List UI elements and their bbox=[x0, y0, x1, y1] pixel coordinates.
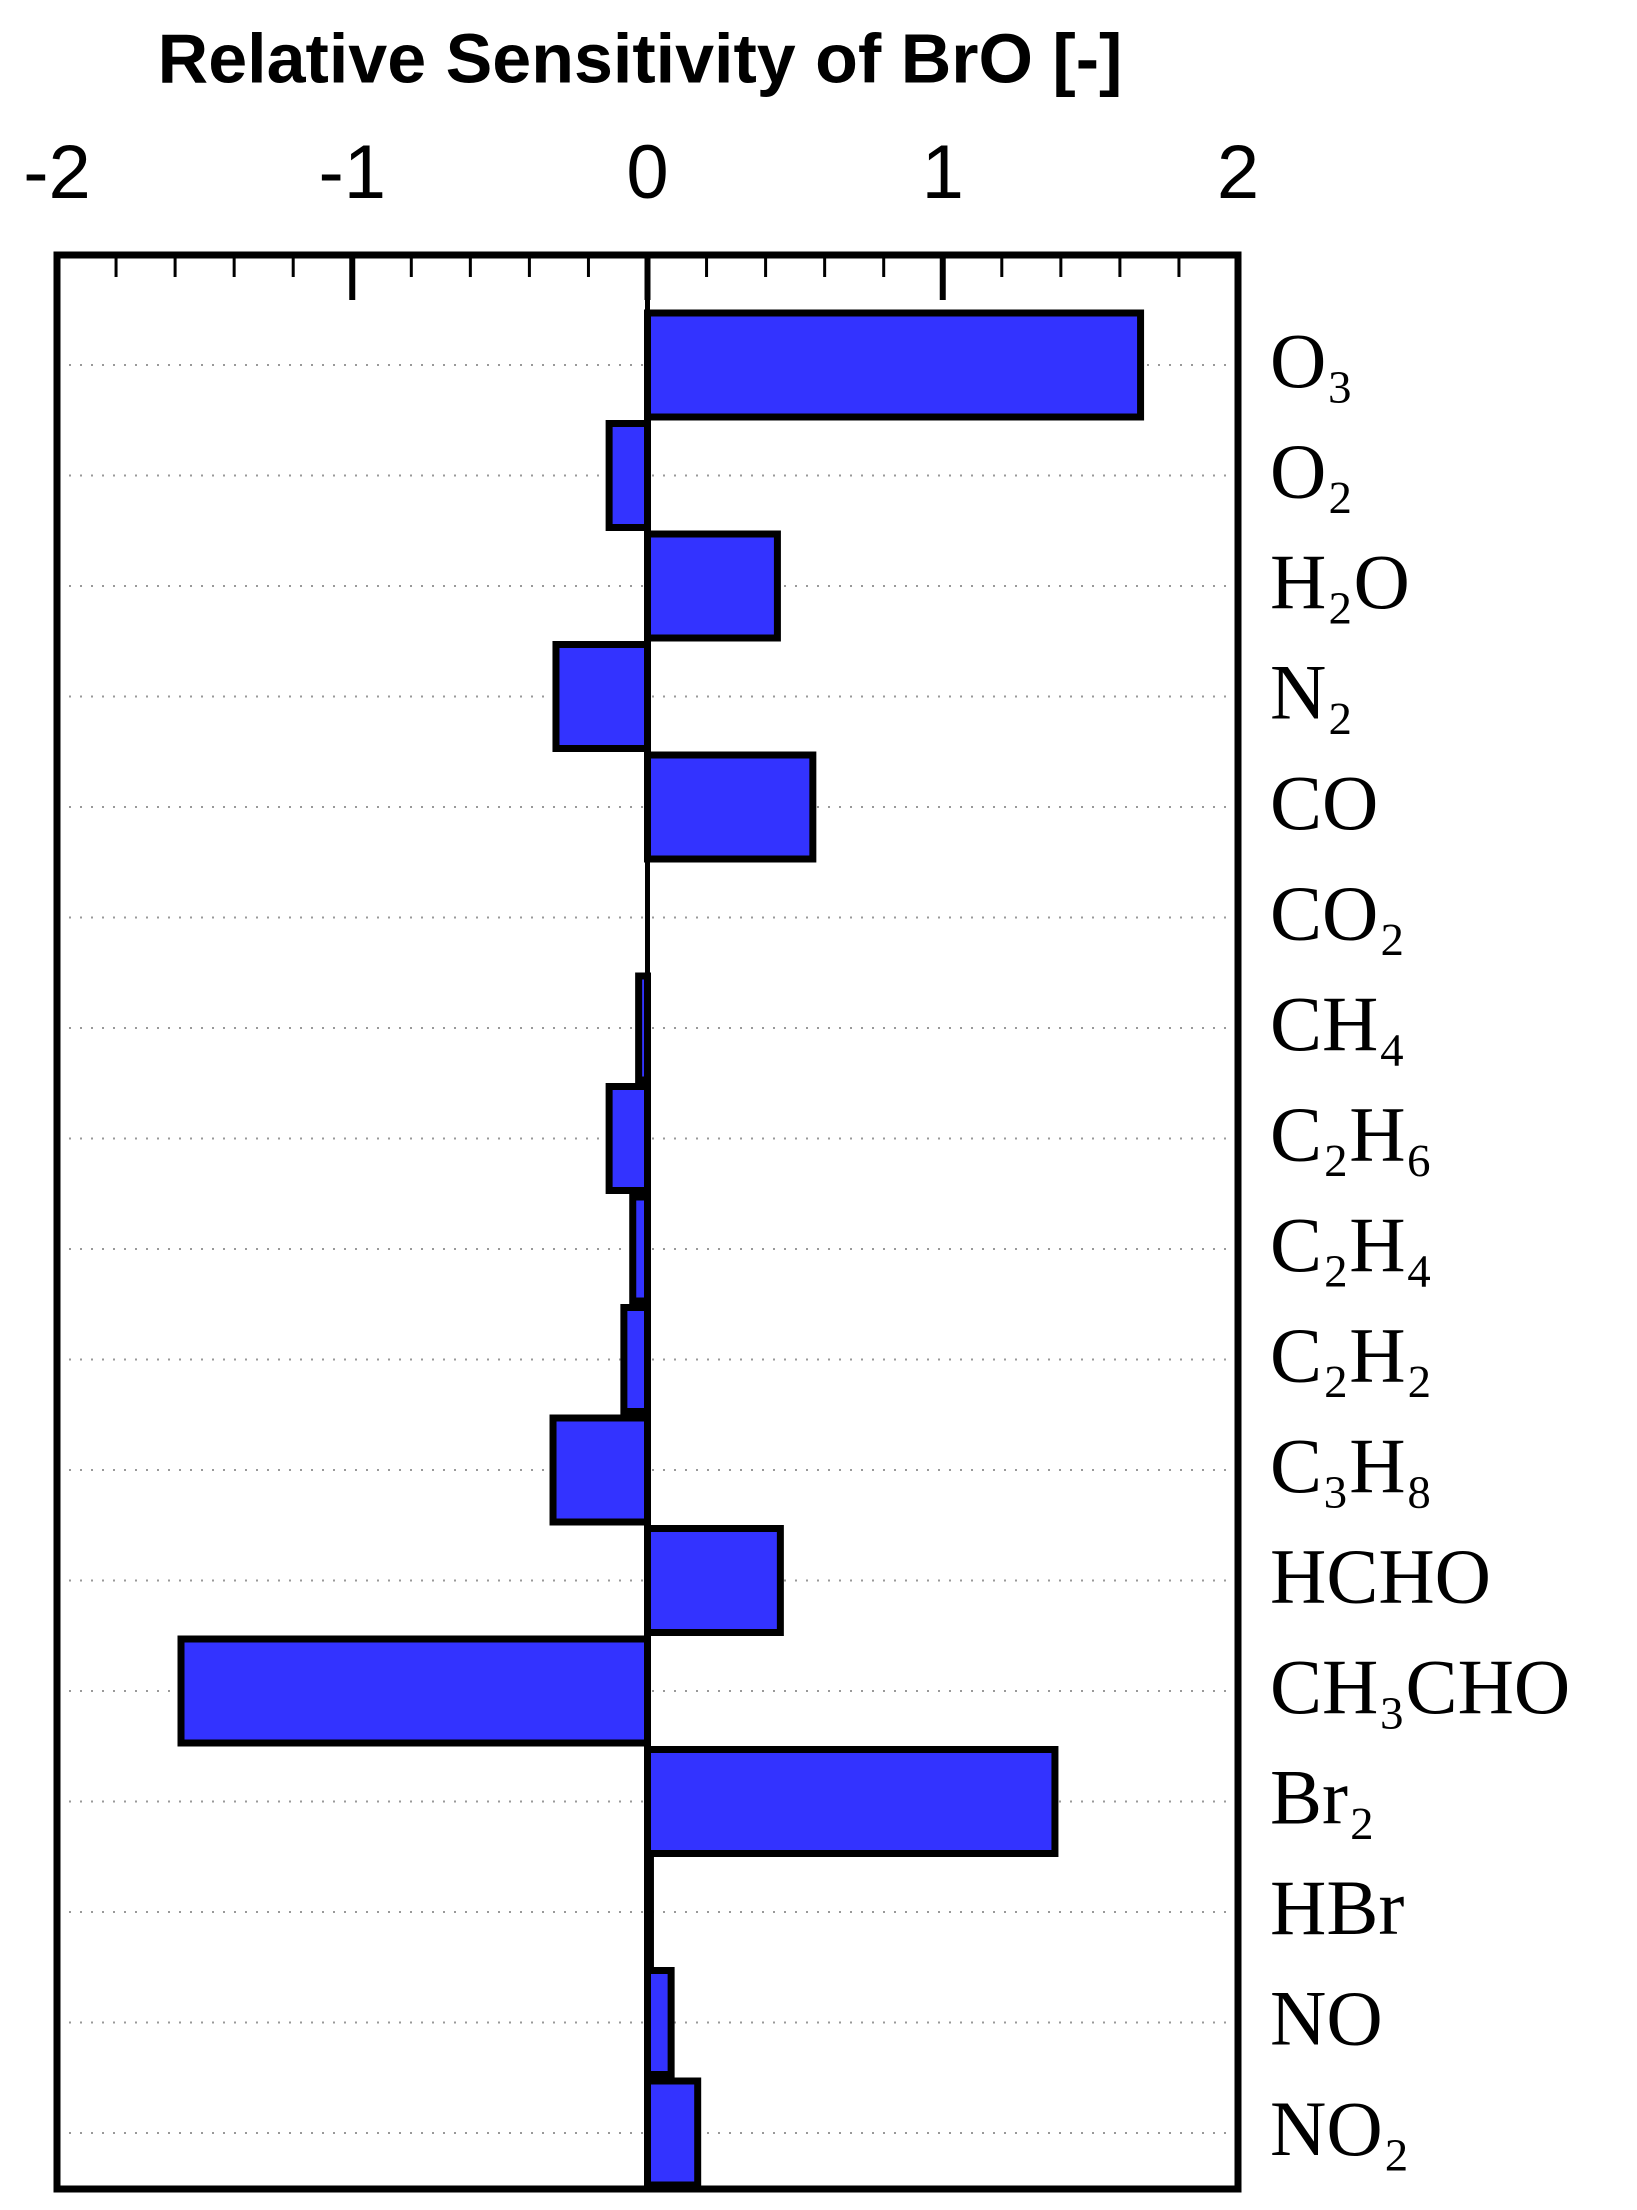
y-tick-label: H₂O bbox=[1270, 538, 1410, 625]
y-tick-label: C₂H₆ bbox=[1270, 1090, 1433, 1177]
y-tick-label: CH₄ bbox=[1270, 980, 1406, 1067]
x-tick-label: 2 bbox=[1217, 130, 1259, 215]
bar bbox=[644, 1746, 1059, 1857]
y-tick-label: CO bbox=[1270, 759, 1378, 846]
y-tick-label: NO₂ bbox=[1270, 2085, 1410, 2172]
bar bbox=[644, 751, 817, 863]
y-tick-label: O₂ bbox=[1270, 427, 1354, 514]
bar bbox=[644, 1967, 675, 2078]
y-tick-label: C₃H₈ bbox=[1270, 1422, 1433, 1509]
x-tick-label: 0 bbox=[626, 130, 668, 215]
y-tick-label: CO₂ bbox=[1270, 869, 1406, 956]
bar bbox=[552, 641, 651, 752]
x-tick-label: -1 bbox=[318, 130, 386, 215]
y-tick-label: HCHO bbox=[1270, 1532, 1491, 1619]
bar bbox=[644, 309, 1145, 421]
y-tick-label: CH₃CHO bbox=[1270, 1643, 1570, 1730]
x-tick-label: -2 bbox=[23, 130, 91, 215]
bar bbox=[644, 530, 781, 642]
y-tick-label: HBr bbox=[1270, 1864, 1404, 1951]
chart-title: Relative Sensitivity of BrO [-] bbox=[158, 19, 1123, 97]
y-tick-label: N₂ bbox=[1270, 648, 1354, 735]
y-tick-label: Br₂ bbox=[1270, 1753, 1375, 1840]
plot-frame bbox=[53, 251, 1242, 2193]
bar bbox=[605, 1083, 651, 1194]
bar bbox=[549, 1414, 652, 1526]
y-tick-label: C₂H₂ bbox=[1270, 1311, 1433, 1398]
x-tick-label: 1 bbox=[922, 130, 964, 215]
y-tick-label: NO bbox=[1270, 1974, 1383, 2061]
y-tick-label: C₂H₄ bbox=[1270, 1201, 1433, 1288]
bar bbox=[177, 1635, 651, 1747]
bar bbox=[620, 1304, 652, 1415]
y-tick-label: O₃ bbox=[1270, 317, 1354, 404]
bar bbox=[605, 420, 651, 531]
bar bbox=[644, 1525, 784, 1636]
bar bbox=[644, 2077, 702, 2189]
